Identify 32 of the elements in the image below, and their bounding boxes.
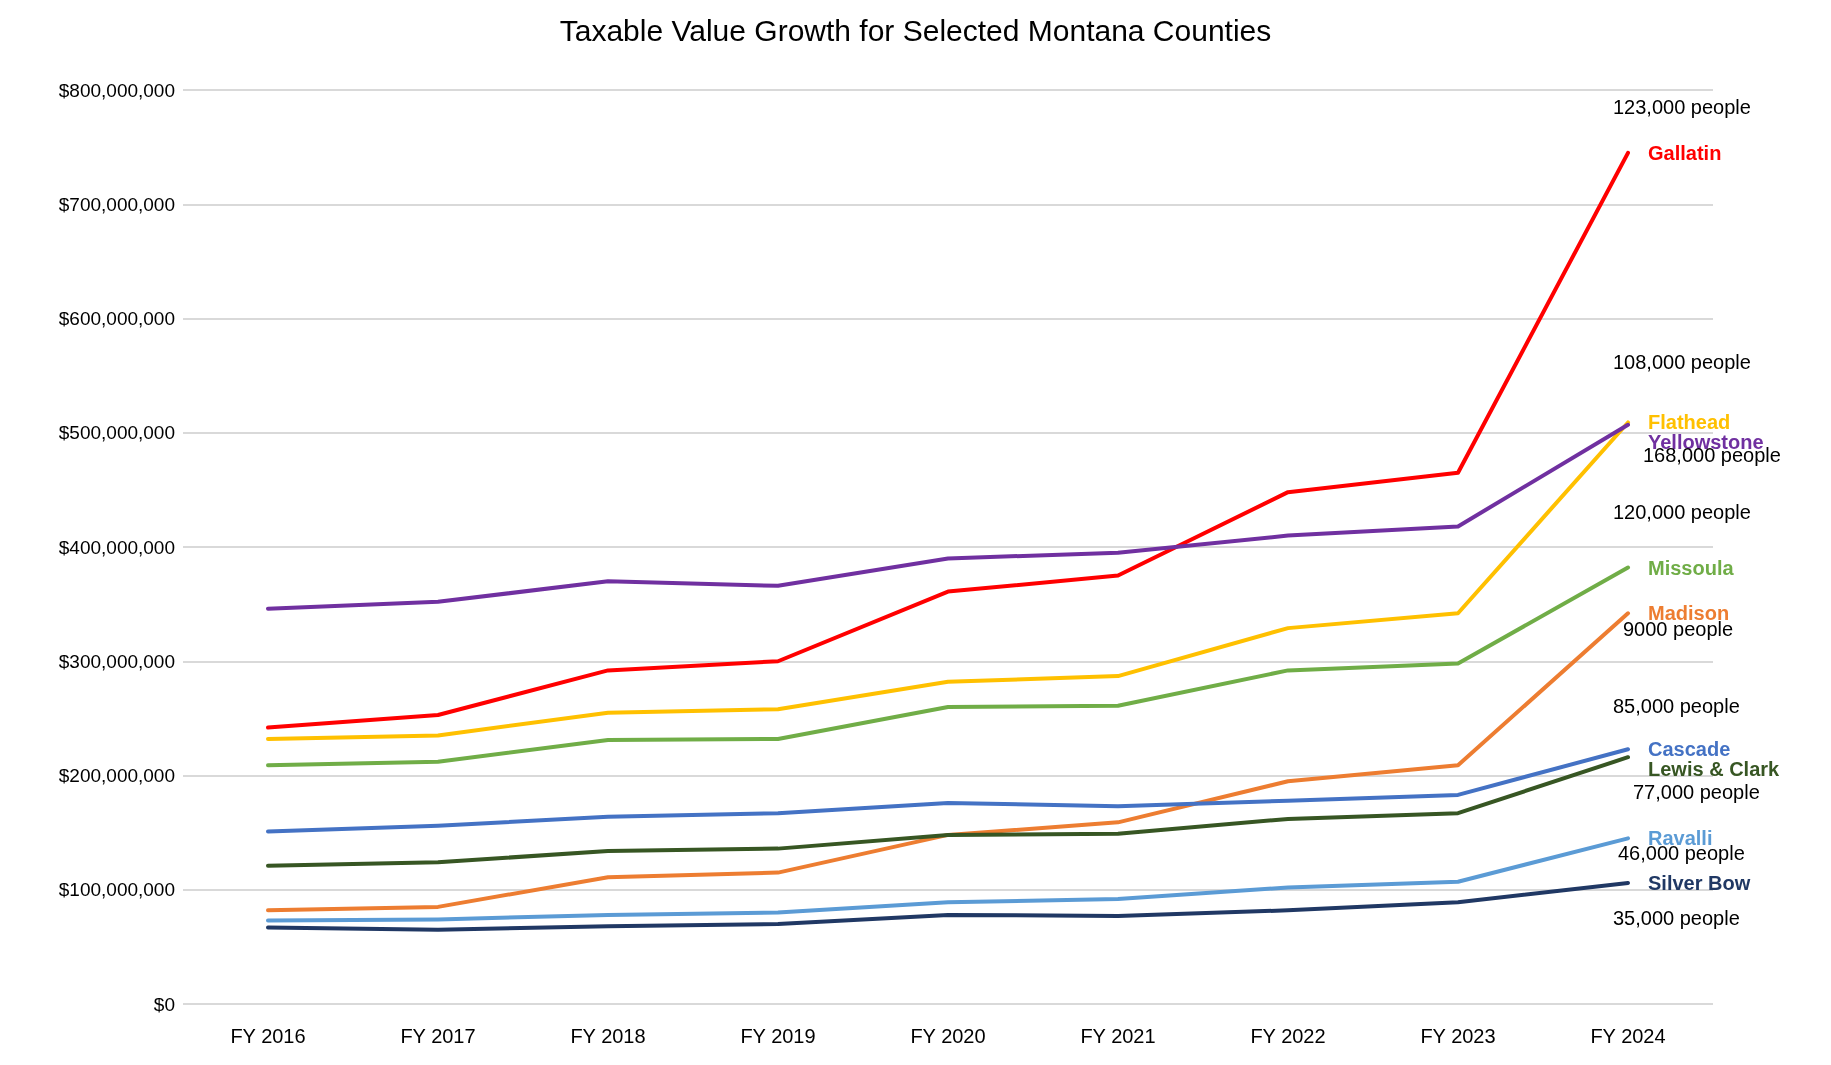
annotation: 120,000 people <box>1613 500 1751 523</box>
y-tick-label: $600,000,000 <box>58 308 175 329</box>
series-label: Silver Bow <box>1648 871 1751 894</box>
annotation: 85,000 people <box>1613 695 1740 718</box>
y-tick-label: $400,000,000 <box>58 536 175 558</box>
x-tick-label: FY 2023 <box>1420 1025 1496 1047</box>
x-tick-label: FY 2024 <box>1590 1025 1666 1047</box>
line-series <box>266 747 1630 834</box>
y-tick-label: $0 <box>153 993 175 1015</box>
series-label: Cascade <box>1648 738 1731 761</box>
annotation: 77,000 people <box>1633 781 1760 804</box>
y-tick-label: $200,000,000 <box>58 765 175 786</box>
x-tick-label: FY 2019 <box>740 1025 816 1047</box>
series-label: Gallatin <box>1648 141 1722 164</box>
series-label: Lewis & Clark <box>1648 758 1781 781</box>
chart-title: Taxable Value Growth for Selected Montana Counties <box>559 13 1272 47</box>
x-tick-label: FY 2017 <box>400 1025 476 1047</box>
x-tick-label: FY 2018 <box>570 1025 646 1047</box>
annotation: 35,000 people <box>1613 906 1740 929</box>
series-label: Flathead <box>1648 411 1731 434</box>
y-tick-label: $800,000,000 <box>58 79 175 101</box>
annotation: 108,000 people <box>1613 351 1751 374</box>
x-tick-label: FY 2021 <box>1080 1025 1156 1047</box>
y-tick-label: $300,000,000 <box>58 650 175 672</box>
y-tick-label: $100,000,000 <box>58 879 175 901</box>
annotation: 123,000 people <box>1613 95 1751 118</box>
x-tick-label: FY 2020 <box>910 1025 986 1047</box>
y-tick-label: $500,000,000 <box>58 422 175 444</box>
x-tick-label: FY 2022 <box>1250 1025 1326 1047</box>
y-tick-label: $700,000,000 <box>58 193 175 215</box>
x-tick-label: FY 2016 <box>230 1025 306 1047</box>
series-label: Missoula <box>1648 556 1735 579</box>
